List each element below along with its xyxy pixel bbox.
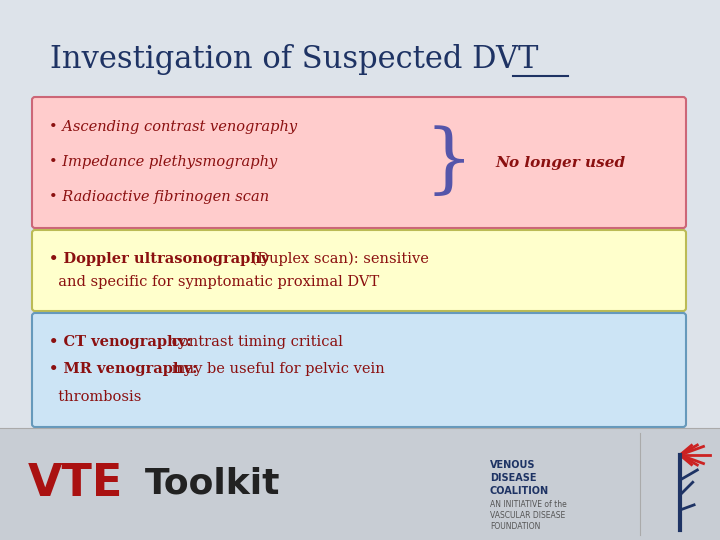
Text: AN INITIATIVE of the
VASCULAR DISEASE
FOUNDATION: AN INITIATIVE of the VASCULAR DISEASE FO… <box>490 500 567 531</box>
Text: }: } <box>425 125 474 199</box>
Text: and specific for symptomatic proximal DVT: and specific for symptomatic proximal DV… <box>49 275 379 289</box>
Text: VTE: VTE <box>28 462 123 505</box>
Text: • Ascending contrast venography: • Ascending contrast venography <box>49 120 297 134</box>
Text: • Impedance plethysmography: • Impedance plethysmography <box>49 155 277 169</box>
Text: contrast timing critical: contrast timing critical <box>167 335 343 349</box>
Text: • MR venography:: • MR venography: <box>49 362 197 376</box>
Text: • CT venography:: • CT venography: <box>49 335 192 349</box>
FancyBboxPatch shape <box>32 230 686 311</box>
FancyBboxPatch shape <box>32 313 686 427</box>
FancyBboxPatch shape <box>32 97 686 228</box>
Text: (Duplex scan): sensitive: (Duplex scan): sensitive <box>247 252 429 266</box>
Text: may be useful for pelvic vein: may be useful for pelvic vein <box>167 362 384 376</box>
Text: • Doppler ultrasonography: • Doppler ultrasonography <box>49 252 269 266</box>
Text: VENOUS
DISEASE
COALITION: VENOUS DISEASE COALITION <box>490 460 549 496</box>
Text: No longer used: No longer used <box>495 156 625 170</box>
Bar <box>0 428 720 540</box>
Text: thrombosis: thrombosis <box>49 390 141 404</box>
Text: Toolkit: Toolkit <box>145 467 281 501</box>
Text: • Radioactive fibrinogen scan: • Radioactive fibrinogen scan <box>49 190 269 204</box>
Text: Investigation of Suspected DVT: Investigation of Suspected DVT <box>50 44 539 75</box>
